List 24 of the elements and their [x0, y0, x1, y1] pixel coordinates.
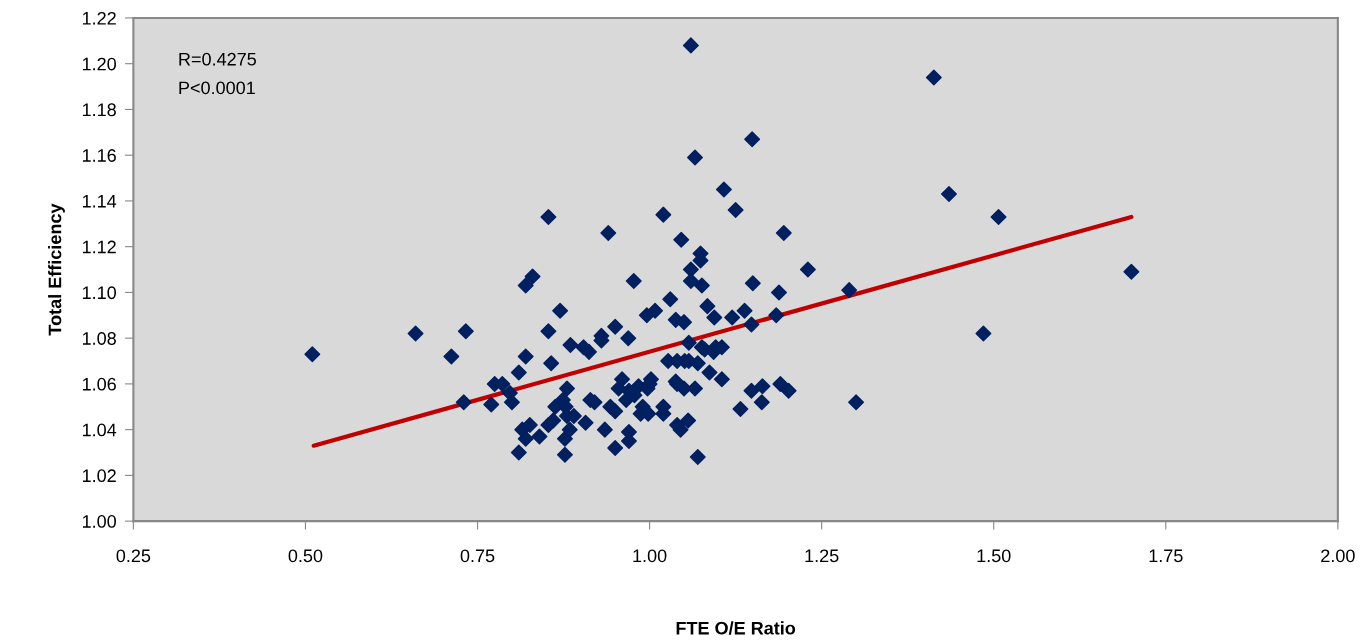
annotation: R=0.4275 — [179, 52, 256, 66]
y-tick-label: 1.20 — [82, 57, 117, 71]
x-tick-label: 1.75 — [1149, 549, 1183, 563]
y-tick-label: 1.04 — [82, 423, 117, 437]
y-tick-label: 1.06 — [82, 377, 116, 391]
x-tick-label: 0.50 — [288, 549, 323, 563]
x-tick-label: 1.25 — [805, 549, 839, 563]
y-tick-label: 1.00 — [82, 515, 117, 528]
y-tick-label: 1.14 — [82, 195, 117, 208]
y-tick-label: 1.16 — [82, 149, 116, 162]
y-axis-title: Total Efficiency — [48, 203, 65, 336]
annotation: P<0.0001 — [179, 81, 255, 95]
y-tick-label: 1.12 — [82, 240, 116, 254]
y-tick-label: 1.02 — [82, 469, 116, 483]
y-tick-label: 1.22 — [82, 11, 116, 25]
x-tick-label: 1.00 — [633, 549, 667, 563]
y-tick-label: 1.18 — [82, 103, 116, 117]
x-tick-label: 0.75 — [460, 549, 495, 563]
x-tick-label: 1.50 — [977, 549, 1011, 563]
x-tick-label: 0.25 — [116, 549, 151, 563]
x-axis-title: FTE O/E Ratio — [676, 621, 796, 635]
y-tick-label: 1.08 — [82, 332, 116, 345]
x-tick-label: 2.00 — [1321, 549, 1355, 563]
y-tick-label: 1.10 — [82, 286, 117, 300]
